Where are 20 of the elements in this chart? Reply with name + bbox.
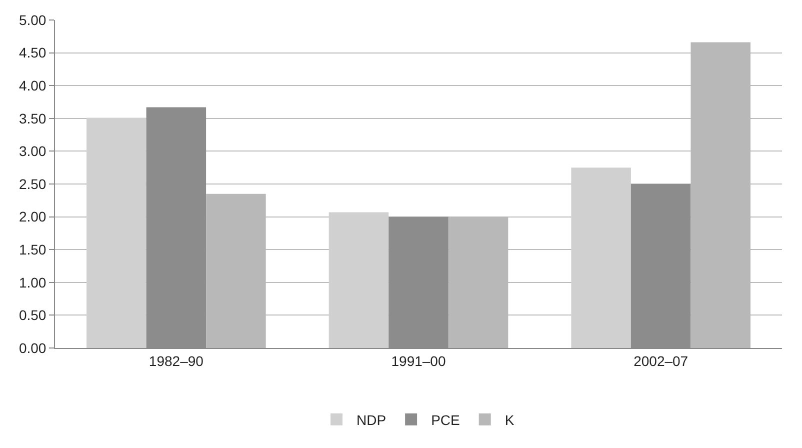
y-tick-label: 4.50 <box>18 44 46 61</box>
y-tick-label: 0.50 <box>18 307 46 324</box>
y-tick-label: 2.00 <box>18 208 46 225</box>
x-tick-label: 1991–00 <box>391 352 446 369</box>
bar <box>571 168 631 348</box>
y-tick-label: 0.00 <box>18 340 46 356</box>
y-tick-label: 3.00 <box>18 143 46 160</box>
legend-label: PCE <box>431 412 460 428</box>
y-tick-label: 2.50 <box>18 176 46 192</box>
y-tick-label: 1.50 <box>18 242 46 258</box>
legend-label: K <box>504 412 515 428</box>
y-tick-label: 3.50 <box>18 110 46 126</box>
y-tick-label: 1.00 <box>18 274 46 290</box>
y-tick-label: 4.00 <box>18 78 46 94</box>
x-tick-label: 1982–90 <box>148 352 204 369</box>
legend-label: NDP <box>356 412 386 428</box>
y-tick-label: 5.00 <box>18 12 46 28</box>
x-tick-label: 2002–07 <box>634 352 688 369</box>
bar <box>328 212 389 348</box>
bar <box>86 118 146 348</box>
